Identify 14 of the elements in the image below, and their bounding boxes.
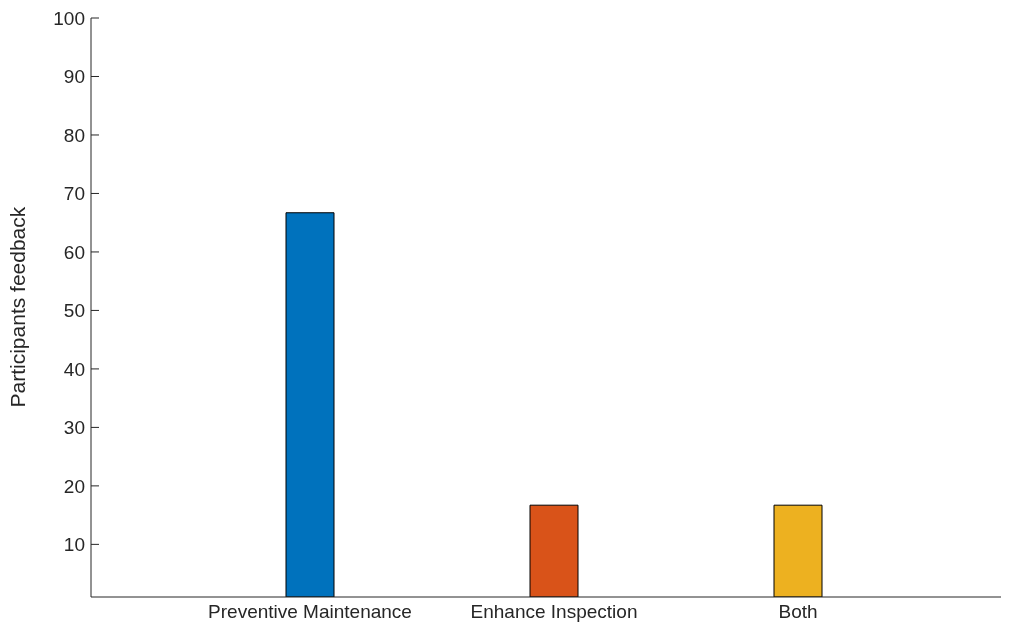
x-tick-label: Enhance Inspection [470,601,638,623]
y-tick-label: 30 [63,417,85,439]
y-tick-label: 10 [63,534,85,556]
y-tick-label: 60 [63,241,85,263]
y-tick-label: 20 [63,475,85,497]
y-tick-label: 100 [53,7,85,29]
y-tick-label: 70 [63,183,85,205]
y-axis-title: Participants feedback [6,206,30,408]
x-tick-label: Preventive Maintenance [208,601,412,623]
x-tick-label: Both [778,601,818,623]
y-tick-label: 40 [63,358,85,380]
y-tick-label: 50 [63,300,85,322]
y-tick-label: 90 [63,66,85,88]
y-tick-label: 80 [63,124,85,146]
